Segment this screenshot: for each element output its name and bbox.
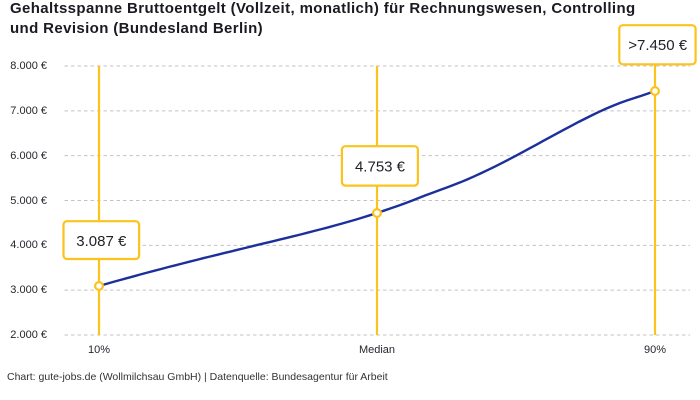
svg-text:3.087 €: 3.087 € [76, 233, 127, 250]
svg-text:4.753 €: 4.753 € [355, 158, 406, 175]
svg-text:>7.450 €: >7.450 € [628, 37, 687, 54]
